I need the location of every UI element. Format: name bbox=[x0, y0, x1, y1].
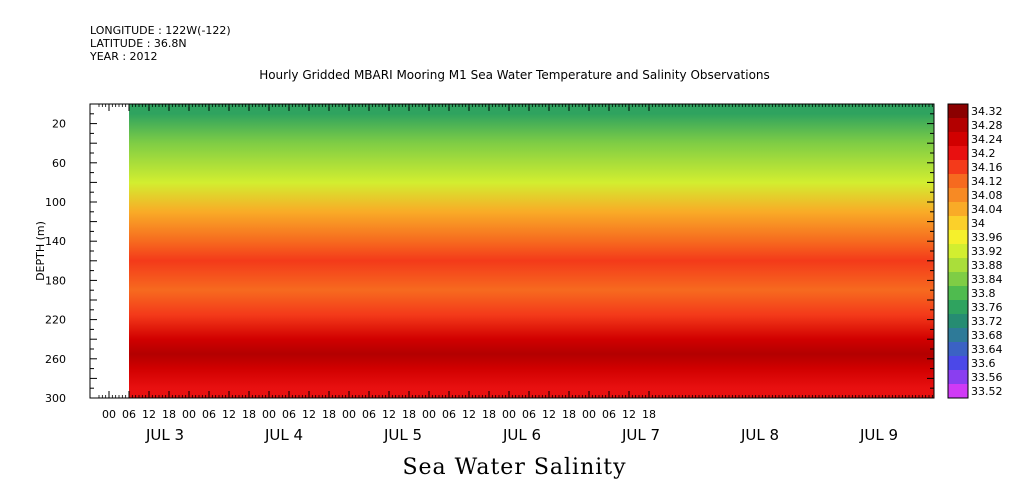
colorbar-swatch bbox=[948, 384, 968, 399]
x-day-label: JUL 8 bbox=[740, 426, 779, 444]
x-hour-label: 18 bbox=[162, 408, 176, 421]
colorbar-swatch bbox=[948, 272, 968, 287]
colorbar-label: 33.6 bbox=[971, 357, 996, 370]
colorbar-label: 33.72 bbox=[971, 315, 1003, 328]
year-label: YEAR : 2012 bbox=[90, 50, 158, 63]
x-hour-label: 00 bbox=[582, 408, 596, 421]
x-day-label: JUL 6 bbox=[502, 426, 541, 444]
x-hour-label: 06 bbox=[122, 408, 136, 421]
colorbar-label: 34.08 bbox=[971, 189, 1003, 202]
x-hour-label: 12 bbox=[382, 408, 396, 421]
x-hour-label: 12 bbox=[142, 408, 156, 421]
colorbar-frame bbox=[947, 103, 969, 399]
y-tick-label: 60 bbox=[52, 157, 66, 170]
colorbar-swatch bbox=[948, 160, 968, 175]
colorbar-swatch bbox=[948, 104, 968, 119]
y-tick-label: 180 bbox=[45, 274, 66, 287]
y-tick-label: 260 bbox=[45, 353, 66, 366]
x-hour-label: 12 bbox=[462, 408, 476, 421]
colorbar-swatch bbox=[948, 286, 968, 301]
y-tick-label: 100 bbox=[45, 196, 66, 209]
x-hour-label: 06 bbox=[202, 408, 216, 421]
colorbar-label: 33.68 bbox=[971, 329, 1003, 342]
colorbar-swatch bbox=[948, 230, 968, 245]
x-hour-label: 06 bbox=[442, 408, 456, 421]
longitude-label: LONGITUDE : 122W(-122) bbox=[90, 24, 231, 37]
x-hour-label: 18 bbox=[322, 408, 336, 421]
x-hour-label: 06 bbox=[522, 408, 536, 421]
colorbar-label: 34.16 bbox=[971, 161, 1003, 174]
x-hour-label: 18 bbox=[242, 408, 256, 421]
colorbar-label: 34.2 bbox=[971, 147, 996, 160]
x-hour-label: 12 bbox=[222, 408, 236, 421]
colorbar-label: 34.24 bbox=[971, 133, 1003, 146]
colorbar-label: 34 bbox=[971, 217, 985, 230]
colorbar-label: 34.28 bbox=[971, 119, 1003, 132]
colorbar-swatch bbox=[948, 258, 968, 273]
colorbar-swatch bbox=[948, 244, 968, 259]
x-hour-label: 06 bbox=[282, 408, 296, 421]
x-hour-label: 00 bbox=[342, 408, 356, 421]
colorbar-swatch bbox=[948, 356, 968, 371]
colorbar-swatch bbox=[948, 146, 968, 161]
x-hour-label: 18 bbox=[642, 408, 656, 421]
y-tick-label: 220 bbox=[45, 314, 66, 327]
x-day-label: JUL 9 bbox=[859, 426, 898, 444]
y-tick-label: 140 bbox=[45, 235, 66, 248]
colorbar-label: 34.32 bbox=[971, 105, 1003, 118]
colorbar-swatch bbox=[948, 342, 968, 357]
latitude-label: LATITUDE : 36.8N bbox=[90, 37, 187, 50]
colorbar-swatch bbox=[948, 202, 968, 217]
colorbar-label: 34.12 bbox=[971, 175, 1003, 188]
colorbar-label: 33.8 bbox=[971, 287, 996, 300]
x-hour-label: 12 bbox=[302, 408, 316, 421]
colorbar-label: 33.76 bbox=[971, 301, 1003, 314]
x-hour-label: 18 bbox=[482, 408, 496, 421]
x-hour-label: 18 bbox=[562, 408, 576, 421]
colorbar-label: 33.96 bbox=[971, 231, 1003, 244]
x-hour-label: 00 bbox=[262, 408, 276, 421]
x-hour-label: 00 bbox=[502, 408, 516, 421]
x-day-label: JUL 7 bbox=[621, 426, 660, 444]
y-axis: 20 60 100 140 180 220 260 300 DEPTH (m) bbox=[34, 103, 934, 405]
colorbar-swatch bbox=[948, 328, 968, 343]
colorbar-label: 33.88 bbox=[971, 259, 1003, 272]
x-hour-label: 12 bbox=[622, 408, 636, 421]
colorbar-label: 34.04 bbox=[971, 203, 1003, 216]
x-hour-label: 06 bbox=[362, 408, 376, 421]
y-tick-label: 300 bbox=[45, 392, 66, 405]
x-hour-label: 12 bbox=[542, 408, 556, 421]
plot-title: Hourly Gridded MBARI Mooring M1 Sea Wate… bbox=[259, 68, 770, 82]
colorbar-label: 33.92 bbox=[971, 245, 1003, 258]
colorbar-swatch bbox=[948, 174, 968, 189]
x-hour-label: 00 bbox=[422, 408, 436, 421]
colorbar: 34.3234.2834.2434.234.1634.1234.0834.043… bbox=[947, 103, 1003, 399]
colorbar-swatch bbox=[948, 314, 968, 329]
colorbar-swatch bbox=[948, 188, 968, 203]
y-tick-label: 20 bbox=[52, 118, 66, 131]
colorbar-swatch bbox=[948, 300, 968, 315]
x-day-label: JUL 4 bbox=[264, 426, 303, 444]
colorbar-swatch bbox=[948, 132, 968, 147]
salinity-field bbox=[129, 104, 934, 398]
colorbar-label: 33.56 bbox=[971, 371, 1003, 384]
x-axis: 00 06 12 18 00 06 12 18 00 06 12 18 00 06 12 18 00 06 12 18… bbox=[98, 104, 933, 444]
x-day-label: JUL 3 bbox=[145, 426, 184, 444]
colorbar-label: 33.52 bbox=[971, 385, 1003, 398]
colorbar-swatch bbox=[948, 118, 968, 133]
x-hour-label: 00 bbox=[102, 408, 116, 421]
x-hour-label: 18 bbox=[402, 408, 416, 421]
variable-title: Sea Water Salinity bbox=[402, 455, 627, 480]
salinity-field-fill bbox=[129, 104, 934, 398]
colorbar-label: 33.64 bbox=[971, 343, 1003, 356]
colorbar-swatch bbox=[948, 216, 968, 231]
colorbar-label: 33.84 bbox=[971, 273, 1003, 286]
y-axis-label: DEPTH (m) bbox=[34, 221, 47, 281]
x-day-label: JUL 5 bbox=[383, 426, 422, 444]
x-hour-label: 06 bbox=[602, 408, 616, 421]
x-hour-label: 00 bbox=[182, 408, 196, 421]
colorbar-swatch bbox=[948, 370, 968, 385]
